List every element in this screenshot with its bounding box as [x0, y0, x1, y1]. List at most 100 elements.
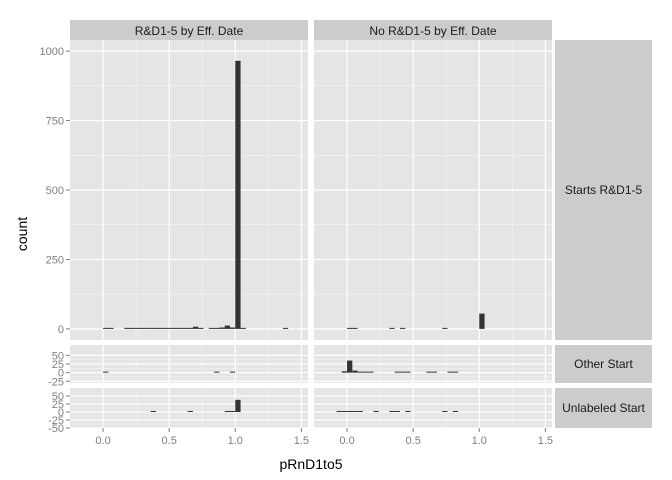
histogram-bar	[336, 411, 342, 412]
column-strip-background	[70, 20, 308, 40]
column-strip-background	[314, 20, 552, 40]
x-tick-label: 0.0	[95, 435, 110, 447]
x-tick-label: 1.0	[472, 435, 487, 447]
bars-r0-c0	[103, 60, 289, 329]
histogram-bar	[229, 327, 236, 329]
histogram-bar	[219, 327, 225, 329]
x-tick-label: 1.0	[228, 435, 243, 447]
histogram-bar	[150, 327, 156, 329]
histogram-bar	[214, 327, 220, 329]
histogram-bar	[124, 327, 130, 329]
histogram-bar	[341, 411, 348, 412]
y-tick-label: -50	[48, 423, 64, 435]
histogram-bar	[140, 327, 146, 329]
histogram-bar	[240, 327, 246, 329]
y-tick-label: 750	[46, 116, 64, 128]
histogram-bar	[347, 411, 353, 412]
histogram-bar	[452, 411, 459, 412]
histogram-bar	[362, 371, 369, 373]
y-tick-label: -25	[48, 415, 64, 427]
histogram-bar	[347, 327, 353, 329]
x-tick-label: 0.5	[406, 435, 421, 447]
histogram-bar	[399, 371, 406, 373]
bars-r1-c1	[341, 360, 459, 373]
histogram-bar	[368, 371, 374, 373]
row-strip-label: Starts R&D1-5	[565, 183, 643, 197]
panel-r2-c0	[70, 388, 308, 429]
histogram-bar	[229, 411, 236, 412]
row-strip-background	[555, 388, 652, 428]
histogram-bar	[431, 371, 437, 373]
x-axis-title: pRnD1to5	[279, 456, 342, 472]
histogram-bar	[108, 327, 114, 329]
x-tick-label: 0.5	[162, 435, 177, 447]
histogram-bar	[150, 411, 156, 412]
histogram-bar	[341, 371, 348, 373]
row-strip-label: Unlabeled Start	[562, 401, 645, 415]
y-tick-label: 25	[52, 359, 64, 371]
histogram-bar	[405, 411, 411, 412]
histogram-bar	[452, 371, 459, 373]
histogram-bar	[187, 411, 193, 412]
histogram-bar	[187, 327, 193, 329]
row-strip-background	[555, 40, 652, 340]
histogram-bar	[192, 326, 199, 329]
histogram-bar	[479, 313, 485, 329]
histogram-bar	[352, 411, 358, 412]
histogram-bar	[373, 411, 379, 412]
y-tick-label: 0	[58, 324, 64, 336]
histogram-bar	[155, 327, 162, 329]
panel-r0-c0	[70, 40, 308, 340]
histogram-bar	[224, 411, 230, 412]
histogram-bar	[103, 327, 109, 329]
histogram-bar	[347, 360, 353, 373]
histogram-bar	[229, 371, 236, 373]
histogram-bar	[357, 411, 363, 412]
histogram-bar	[426, 371, 432, 373]
histogram-bar	[198, 327, 204, 329]
x-tick-label: 0.0	[339, 435, 354, 447]
histogram-bar	[134, 327, 141, 329]
bars-r2-c0	[150, 399, 241, 412]
histogram-bar	[166, 327, 172, 329]
histogram-bar	[235, 399, 241, 412]
panel-r2-c1	[314, 388, 552, 429]
x-tick-label: 1.5	[294, 435, 309, 447]
y-tick-label: 0	[58, 368, 64, 380]
histogram-bar	[442, 411, 448, 412]
y-axis-title: count	[14, 217, 30, 251]
histogram-bar	[214, 371, 220, 373]
row-strip-label: Other Start	[574, 357, 633, 371]
y-tick-label: 250	[46, 254, 64, 266]
histogram-bar	[352, 370, 358, 373]
histogram-bar	[129, 327, 135, 329]
histogram-bar	[182, 327, 188, 329]
histogram-bar	[171, 327, 178, 329]
histogram-bar	[103, 371, 109, 373]
y-tick-label: 500	[46, 185, 64, 197]
panel-r0-c1	[314, 40, 552, 340]
histogram-bar	[145, 327, 151, 329]
x-tick-label: 1.5	[538, 435, 553, 447]
column-strip-label: No R&D1-5 by Eff. Date	[369, 24, 496, 38]
y-tick-label: 1000	[40, 46, 64, 58]
y-tick-label: 50	[52, 391, 64, 403]
histogram-bar	[177, 327, 183, 329]
y-tick-label: -25	[48, 376, 64, 388]
histogram-bar	[282, 327, 289, 329]
histogram-bar	[224, 325, 230, 329]
y-tick-label: 25	[52, 399, 64, 411]
column-strip-label: R&D1-5 by Eff. Date	[135, 24, 244, 38]
y-tick-label: 0	[58, 407, 64, 419]
panel-r1-c0	[70, 345, 308, 383]
y-tick-label: 50	[52, 350, 64, 362]
histogram-bar	[161, 327, 167, 329]
histogram-bar	[394, 371, 400, 373]
histogram-bar	[394, 411, 400, 412]
histogram-bar	[352, 327, 358, 329]
row-strip-background	[555, 345, 652, 383]
histogram-bar	[447, 371, 453, 373]
histogram-bar	[208, 327, 215, 329]
